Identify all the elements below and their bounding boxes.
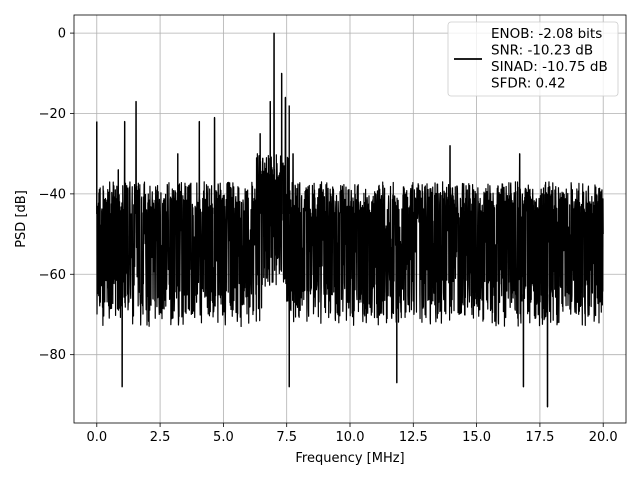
x-tick-label-7: 17.5 — [525, 430, 554, 445]
x-tick-label-0: 0.0 — [86, 430, 107, 445]
y-tick-label-0: 0 — [58, 27, 66, 42]
x-tick-label-6: 15.0 — [462, 430, 491, 445]
x-tick-label-5: 12.5 — [399, 430, 428, 445]
legend-snr: SNR: -10.23 dB — [491, 43, 593, 59]
psd-line — [96, 32, 604, 408]
y-tick-label-3: −60 — [39, 268, 66, 283]
psd-series — [96, 32, 604, 408]
y-tick-label-2: −40 — [39, 187, 66, 202]
x-axis-label: Frequency [MHz] — [295, 451, 404, 466]
x-tick-label-8: 20.0 — [589, 430, 618, 445]
legend-box — [447, 21, 619, 97]
x-tick-label-1: 2.5 — [150, 430, 171, 445]
y-tick-label-4: −80 — [39, 348, 66, 363]
x-tick-label-3: 7.5 — [276, 430, 297, 445]
legend: ENOB: -2.08 bits SNR: -10.23 dB SINAD: -… — [447, 21, 619, 97]
y-axis-label: PSD [dB] — [14, 190, 29, 248]
axis-ticks: 0.0 2.5 5.0 7.5 10.0 12.5 15.0 17.5 20.0 0 −20 −40 −… — [39, 27, 618, 445]
legend-sfdr: SFDR: 0.42 — [491, 76, 566, 92]
legend-sinad: SINAD: -10.75 dB — [491, 59, 608, 75]
x-tick-label-4: 10.0 — [336, 430, 365, 445]
y-tick-label-1: −20 — [39, 107, 66, 122]
legend-enob: ENOB: -2.08 bits — [491, 26, 602, 42]
x-tick-label-2: 5.0 — [213, 430, 234, 445]
